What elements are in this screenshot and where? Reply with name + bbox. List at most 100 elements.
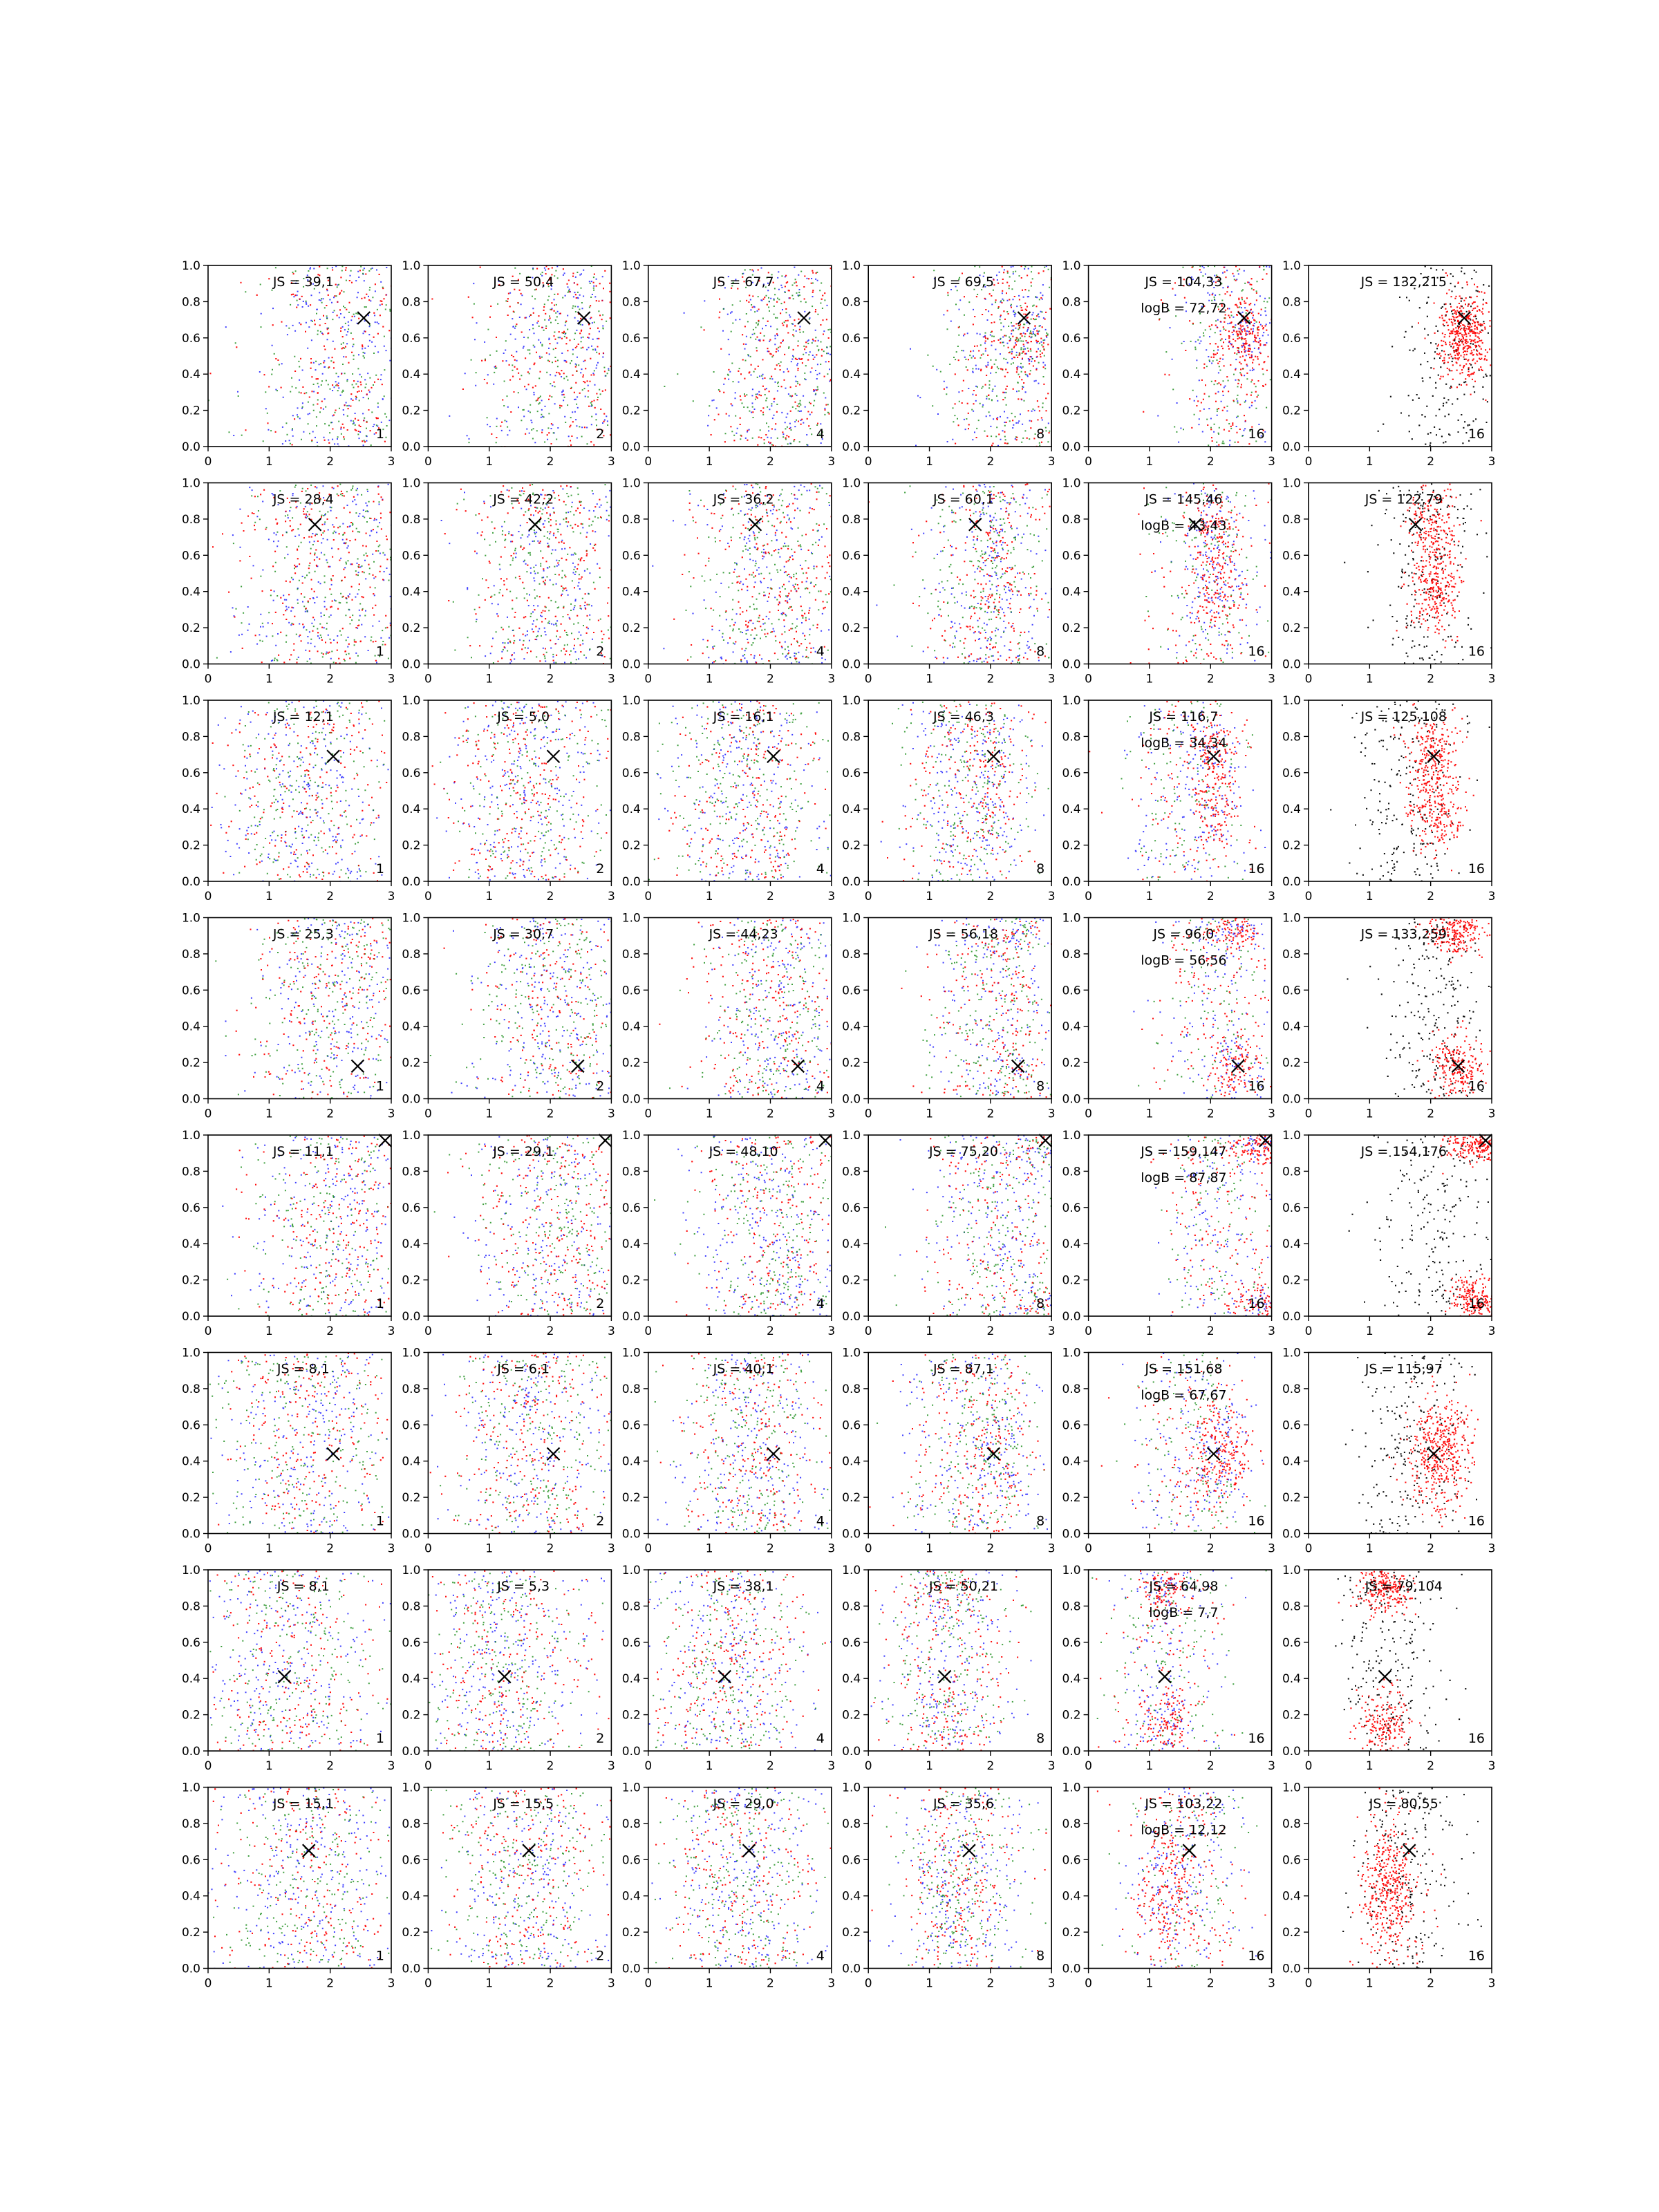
plot-area [648,1570,832,1751]
y-tick-label: 1.0 [1282,477,1301,491]
y-tick-label: 0.2 [402,1491,420,1505]
x-tick-label: 3 [608,1324,615,1338]
x-tick-label: 3 [827,1977,835,1991]
y-tick-label: 0.8 [182,513,200,527]
js-label: JS = 75,20 [928,1144,998,1159]
y-tick-label: 0.6 [182,549,200,563]
x-tick-label: 1 [706,1324,713,1338]
x-tick-label: 1 [1146,1107,1154,1121]
panel-r4-c4: 0 1 2 3 0.0 0.2 0.4 0.6 0.8 1.0 JS = 159,147 logB =… [1062,1129,1275,1338]
corner-label: 1 [376,427,384,442]
x-tick-label: 3 [1268,455,1275,469]
x-tick-label: 3 [1048,1977,1056,1991]
point-cloud [236,1135,391,1316]
x-tick-label: 0 [424,1977,432,1991]
corner-label: 16 [1468,1514,1485,1529]
corner-label: 2 [596,861,604,877]
point-cloud [442,1787,611,1969]
point-cloud [213,1788,390,1969]
y-tick-label: 0.8 [402,1600,420,1613]
corner-label: 1 [376,1079,384,1094]
y-tick-label: 0.6 [402,1201,420,1215]
x-tick-label: 0 [644,890,652,903]
y-tick-label: 0.6 [1282,332,1301,346]
y-tick-label: 0.2 [1062,1491,1081,1505]
target-marker [1427,1447,1441,1461]
y-tick-label: 0.0 [622,658,641,672]
x-tick-label: 0 [1305,673,1313,686]
x-tick-label: 2 [326,890,334,903]
panel-r1-c4: 0 1 2 3 0.0 0.2 0.4 0.6 0.8 1.0 JS = 145,46 logB = … [1062,477,1275,686]
x-tick-label: 3 [608,455,615,469]
y-tick-label: 0.0 [402,1745,420,1759]
x-tick-label: 1 [1146,1324,1154,1338]
target-marker [546,749,561,763]
y-tick-label: 0.0 [622,1745,641,1759]
corner-label: 4 [816,1296,825,1311]
corner-label: 2 [596,1296,604,1311]
panel-r6-c4: 0 1 2 3 0.0 0.2 0.4 0.6 0.8 1.0 JS = 64,98 logB = 7… [1062,1564,1275,1773]
js-label: JS = 46,3 [932,709,994,724]
axes-frame [868,1134,1052,1317]
x-tick-label: 2 [1427,1542,1434,1556]
target-marker [350,1059,365,1074]
x-tick-label: 2 [547,1977,554,1991]
y-tick-label: 0.4 [1282,1672,1301,1686]
plot-area [868,1787,1052,1969]
x-tick-label: 1 [485,455,493,469]
x-tick-label: 3 [388,890,395,903]
y-tick-label: 1.0 [182,1347,200,1360]
y-tick-label: 0.6 [622,1201,641,1215]
x-tick-label: 1 [1146,1542,1154,1556]
y-tick-label: 0.4 [842,585,861,599]
plot-area [208,1352,391,1534]
y-tick-label: 0.0 [182,440,200,454]
plot-area [428,1352,612,1534]
y-tick-label: 1.0 [402,912,420,926]
x-tick-label: 1 [485,890,493,903]
js-label: JS = 5,3 [496,1579,550,1594]
panel-r1-c3: 0 1 2 3 0.0 0.2 0.4 0.6 0.8 1.0 JS = 60,1 8 [842,477,1055,686]
js-label: JS = 159,147 [1140,1144,1226,1159]
point-cloud [440,1353,612,1534]
panel-r5-c3: 0 1 2 3 0.0 0.2 0.4 0.6 0.8 1.0 JS = 87,1 8 [842,1347,1055,1556]
x-tick-label: 3 [1048,1759,1056,1773]
plot-area [648,1787,832,1969]
x-tick-label: 1 [926,1324,933,1338]
panel-r1-c2: 0 1 2 3 0.0 0.2 0.4 0.6 0.8 1.0 JS = 36,2 4 [622,477,835,686]
axes-frame [207,1134,392,1317]
target-marker [968,517,982,532]
x-tick-label: 1 [265,1977,273,1991]
axes-frame [427,1569,612,1752]
y-tick-label: 0.6 [1062,1853,1081,1867]
panel-r3-c5: 0 1 2 3 0.0 0.2 0.4 0.6 0.8 1.0 JS = 133,259 16 [1282,912,1495,1121]
y-tick-label: 0.0 [1282,1093,1301,1107]
plot-area [648,700,832,881]
y-tick-label: 1.0 [402,1564,420,1577]
x-tick-label: 2 [326,673,334,686]
y-tick-label: 1.0 [842,259,861,273]
axes-frame [868,1786,1052,1969]
target-marker [791,1059,805,1074]
point-cloud [1157,265,1271,447]
js-label: JS = 133,259 [1360,927,1447,942]
logb-label: logB = 67,67 [1141,1388,1226,1403]
plot-area [1309,700,1492,881]
y-tick-label: 0.6 [622,984,641,997]
corner-label: 1 [376,861,384,877]
corner-label: 8 [1036,1079,1044,1094]
axes-frame [647,1786,832,1969]
corner-label: 16 [1468,427,1485,442]
x-tick-label: 3 [388,673,395,686]
y-tick-label: 0.4 [402,1890,420,1904]
y-tick-label: 0.0 [842,1093,861,1107]
x-tick-label: 0 [865,890,872,903]
plot-area [428,700,612,881]
axes-frame [427,482,612,665]
y-tick-label: 0.8 [842,948,861,962]
y-tick-label: 0.2 [1282,1709,1301,1723]
y-tick-label: 0.4 [1062,368,1081,382]
y-tick-label: 1.0 [622,477,641,491]
panel-r6-c2: 0 1 2 3 0.0 0.2 0.4 0.6 0.8 1.0 JS = 38,1 4 [622,1564,835,1773]
y-tick-label: 0.2 [1062,1926,1081,1940]
